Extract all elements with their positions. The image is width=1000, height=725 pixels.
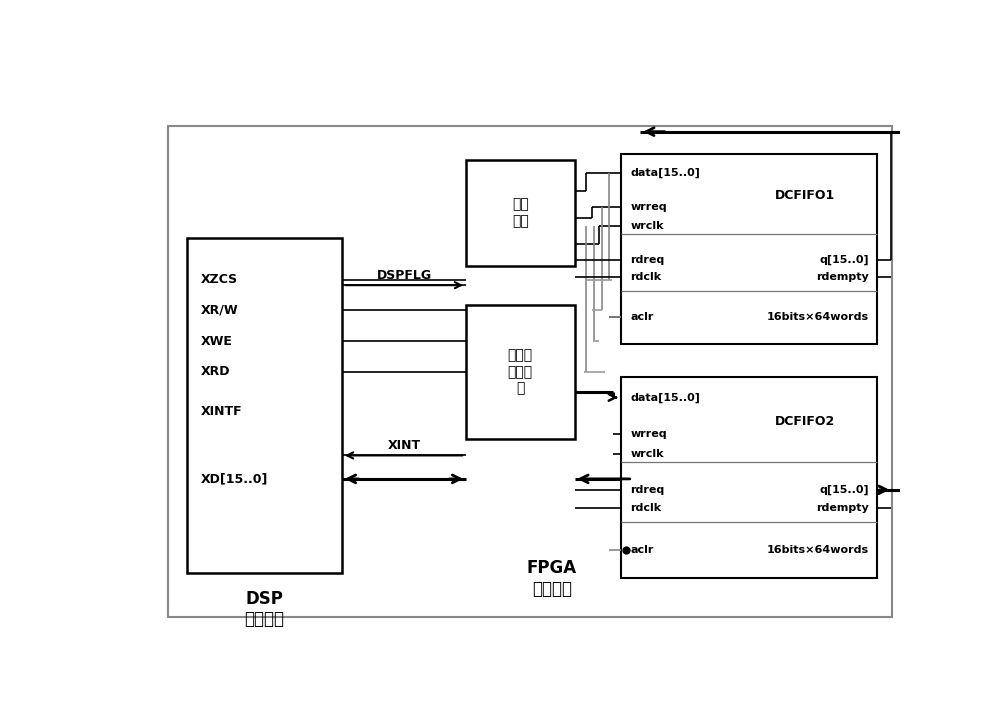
Text: wrclk: wrclk	[630, 221, 664, 231]
FancyBboxPatch shape	[621, 377, 877, 579]
Text: aclr: aclr	[630, 545, 654, 555]
Text: FPGA
时钟域一: FPGA 时钟域一	[527, 559, 577, 597]
Text: rdclk: rdclk	[630, 273, 661, 282]
FancyBboxPatch shape	[466, 304, 574, 439]
Text: wrclk: wrclk	[630, 449, 664, 459]
Text: XRD: XRD	[201, 365, 230, 378]
Text: aclr: aclr	[630, 312, 654, 322]
Text: wrreq: wrreq	[630, 202, 667, 212]
Text: 16bits×64words: 16bits×64words	[767, 545, 869, 555]
Text: q[15..0]: q[15..0]	[819, 255, 869, 265]
FancyBboxPatch shape	[466, 160, 574, 265]
Text: DCFIFO2: DCFIFO2	[775, 415, 835, 428]
FancyBboxPatch shape	[168, 126, 892, 618]
Text: q[15..0]: q[15..0]	[819, 485, 869, 495]
Text: DSPFLG: DSPFLG	[376, 269, 432, 281]
Text: rdempty: rdempty	[816, 273, 869, 282]
Text: XWE: XWE	[201, 334, 233, 347]
Text: rdreq: rdreq	[630, 255, 665, 265]
Text: XINTF: XINTF	[201, 405, 243, 418]
Text: 数据选
通与仲
裁: 数据选 通与仲 裁	[508, 349, 533, 395]
Text: data[15..0]: data[15..0]	[630, 168, 700, 178]
Text: DCFIFO1: DCFIFO1	[775, 189, 835, 202]
Text: rdreq: rdreq	[630, 485, 665, 495]
Text: 16bits×64words: 16bits×64words	[767, 312, 869, 322]
FancyBboxPatch shape	[187, 238, 342, 573]
Text: DSP
时钟域二: DSP 时钟域二	[244, 589, 285, 629]
Text: XR/W: XR/W	[201, 304, 239, 317]
Text: XZCS: XZCS	[201, 273, 238, 286]
Text: 逻辑
编码: 逻辑 编码	[512, 197, 529, 228]
Text: rdclk: rdclk	[630, 503, 661, 513]
Text: XD[15..0]: XD[15..0]	[201, 473, 268, 486]
Text: XINT: XINT	[387, 439, 421, 452]
Text: rdempty: rdempty	[816, 503, 869, 513]
Text: wrreq: wrreq	[630, 428, 667, 439]
Text: data[15..0]: data[15..0]	[630, 392, 700, 402]
FancyBboxPatch shape	[621, 154, 877, 344]
